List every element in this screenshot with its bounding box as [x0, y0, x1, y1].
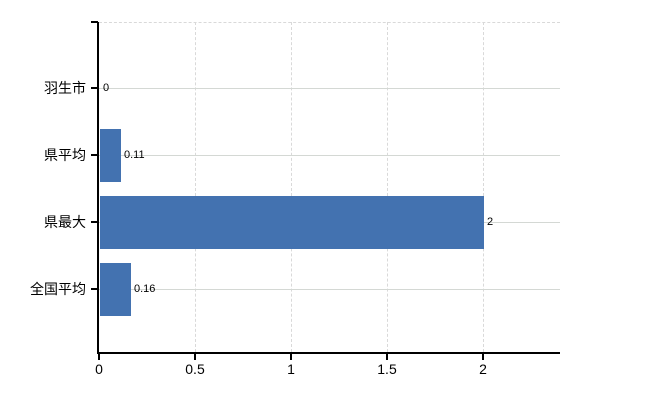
bar	[100, 263, 131, 316]
x-axis-tick	[194, 354, 196, 360]
bar	[100, 196, 484, 249]
x-tick-label: 2	[479, 361, 487, 377]
y-category-tick	[91, 288, 98, 290]
bar-value-label: 0.16	[134, 283, 156, 295]
x-tick-label: 1	[287, 361, 295, 377]
category-label: 羽生市	[44, 80, 86, 96]
vertical-gridline	[483, 22, 484, 352]
x-tick-label: 0	[95, 361, 103, 377]
category-label: 全国平均	[30, 281, 86, 297]
row-gridline	[99, 289, 560, 290]
y-category-tick	[91, 154, 98, 156]
x-axis	[97, 352, 560, 354]
row-gridline	[99, 88, 560, 89]
x-tick-label: 1.5	[377, 361, 397, 377]
vertical-gridline	[291, 22, 292, 352]
x-axis-tick	[98, 354, 100, 360]
bar	[100, 129, 121, 182]
bar-value-label: 2	[487, 216, 494, 228]
y-category-tick	[91, 221, 98, 223]
plot-top-border	[99, 22, 560, 23]
x-axis-tick	[482, 354, 484, 360]
x-tick-label: 0.5	[185, 361, 205, 377]
y-axis-end-tick	[91, 21, 98, 23]
y-axis	[97, 22, 99, 354]
vertical-gridline	[195, 22, 196, 352]
row-gridline	[99, 155, 560, 156]
bar-value-label: 0	[103, 82, 110, 94]
x-axis-tick	[290, 354, 292, 360]
y-category-tick	[91, 87, 98, 89]
bar-value-label: 0.11	[124, 149, 145, 161]
category-label: 県平均	[44, 147, 86, 163]
vertical-gridline	[387, 22, 388, 352]
x-axis-tick	[386, 354, 388, 360]
category-label: 県最大	[44, 214, 86, 230]
